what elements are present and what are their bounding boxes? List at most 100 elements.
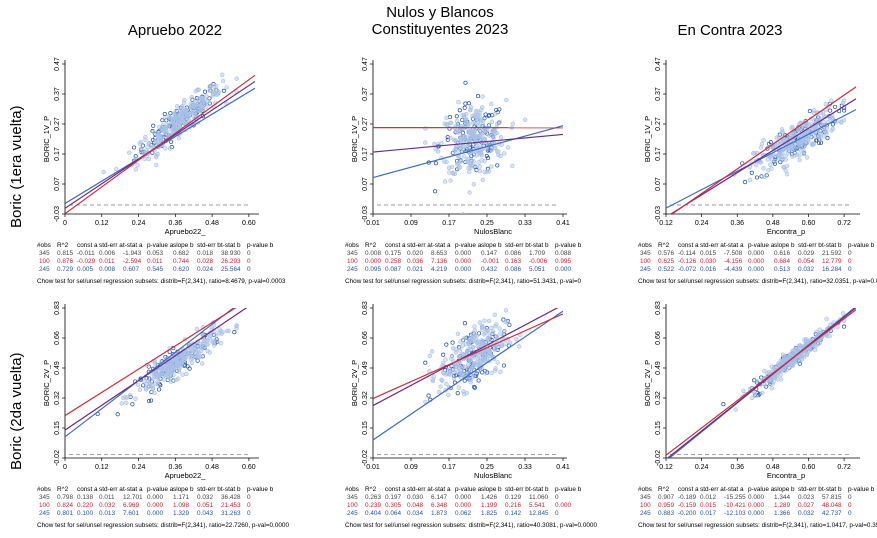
data-point	[433, 189, 438, 194]
data-point	[795, 348, 801, 353]
table-cell: 0.008	[99, 266, 115, 273]
data-point	[752, 393, 757, 398]
data-point	[184, 350, 189, 356]
data-point	[812, 118, 817, 123]
data-point	[761, 166, 766, 171]
data-point	[501, 363, 506, 368]
table-cell: 0.000	[455, 502, 471, 509]
table-cell: 57.815	[822, 494, 842, 501]
data-point	[824, 125, 829, 131]
table-cell: 0.008	[365, 250, 381, 257]
table-cell: 1.329	[173, 510, 189, 517]
data-point	[193, 346, 198, 351]
data-point	[457, 365, 462, 370]
table-cell: 0.000	[748, 510, 764, 517]
data-point	[779, 127, 785, 132]
data-point	[801, 355, 807, 360]
data-point	[196, 96, 201, 101]
data-point	[776, 134, 782, 140]
data-point	[480, 94, 485, 99]
data-point	[495, 110, 500, 115]
table-cell: 0.682	[173, 250, 189, 257]
data-point	[486, 318, 492, 324]
data-point	[448, 120, 453, 126]
data-point	[466, 143, 471, 148]
data-point	[157, 135, 162, 141]
data-point	[835, 324, 840, 330]
fit-line-345	[373, 308, 559, 407]
x-tick-label: 0.36	[730, 220, 744, 227]
data-point	[162, 116, 167, 121]
table-cell: 345	[640, 250, 651, 257]
panel-0-1: 0.01 0.09 0.17 0.25 0.33 0.41 -0.03 0.07 0.17 0.2…	[345, 57, 582, 285]
x-tick-label: 0.60	[242, 220, 256, 227]
y-tick-label: 0.27	[362, 117, 369, 131]
data-point	[757, 391, 762, 396]
data-point	[175, 120, 181, 125]
data-point	[492, 312, 497, 317]
data-point	[438, 384, 443, 389]
data-point	[443, 372, 449, 377]
data-point	[446, 392, 451, 398]
data-point	[456, 154, 462, 160]
data-point	[472, 385, 477, 390]
table-header-cell: p-value b	[247, 242, 274, 249]
data-point	[429, 349, 435, 354]
data-point	[825, 136, 830, 141]
data-point	[151, 376, 156, 381]
fit-line-100	[65, 308, 237, 417]
data-point	[783, 168, 788, 173]
table-cell: 0.907	[658, 494, 674, 501]
table-cell: 0.000	[147, 502, 163, 509]
table-cell: 1.344	[774, 494, 790, 501]
data-point	[475, 343, 480, 349]
data-point	[146, 156, 152, 162]
data-point	[462, 321, 467, 326]
table-cell: 0.000	[748, 494, 764, 501]
x-tick-label: 0.60	[802, 220, 816, 227]
data-point	[220, 72, 225, 78]
data-point	[466, 365, 471, 370]
table-cell: 0	[848, 266, 852, 273]
data-point	[447, 126, 452, 131]
data-point	[781, 164, 786, 170]
fit-line-245	[666, 109, 856, 209]
data-point	[460, 343, 466, 348]
y-tick-label: 0.47	[54, 57, 61, 71]
data-point	[487, 349, 493, 355]
table-cell: 0.011	[99, 494, 115, 501]
data-point	[430, 377, 435, 382]
table-cell: 0.883	[658, 510, 674, 517]
data-point	[753, 393, 758, 398]
data-point	[217, 326, 222, 331]
x-tick-label: 0.72	[837, 464, 851, 471]
data-point	[205, 99, 210, 104]
data-point	[176, 136, 182, 141]
data-point	[184, 371, 189, 377]
x-tick-label: 0.48	[766, 464, 780, 471]
y-tick-label: 0.15	[362, 421, 369, 435]
point-cloud	[95, 320, 239, 417]
data-point	[207, 84, 212, 89]
table-cell: 0.051	[197, 502, 213, 509]
data-point	[754, 378, 760, 384]
fit-line-100	[670, 86, 856, 214]
data-point	[205, 342, 211, 347]
table-header-cell: std-err a	[99, 486, 123, 493]
data-point	[495, 121, 500, 126]
x-tick-label: 0.01	[366, 464, 380, 471]
data-point	[224, 328, 230, 334]
table-cell: 0.088	[555, 250, 571, 257]
data-point	[427, 353, 432, 358]
table-cell: 1.873	[431, 510, 447, 517]
data-point	[816, 115, 822, 121]
data-point	[783, 157, 788, 162]
data-point	[498, 331, 503, 336]
data-point	[200, 361, 205, 366]
data-point	[455, 123, 460, 128]
chow-test-text: Chow test for sel/unsel regression subse…	[638, 278, 877, 285]
data-point	[749, 395, 755, 401]
data-point	[162, 129, 167, 135]
table-cell: 245	[347, 266, 358, 273]
data-point	[502, 329, 507, 334]
